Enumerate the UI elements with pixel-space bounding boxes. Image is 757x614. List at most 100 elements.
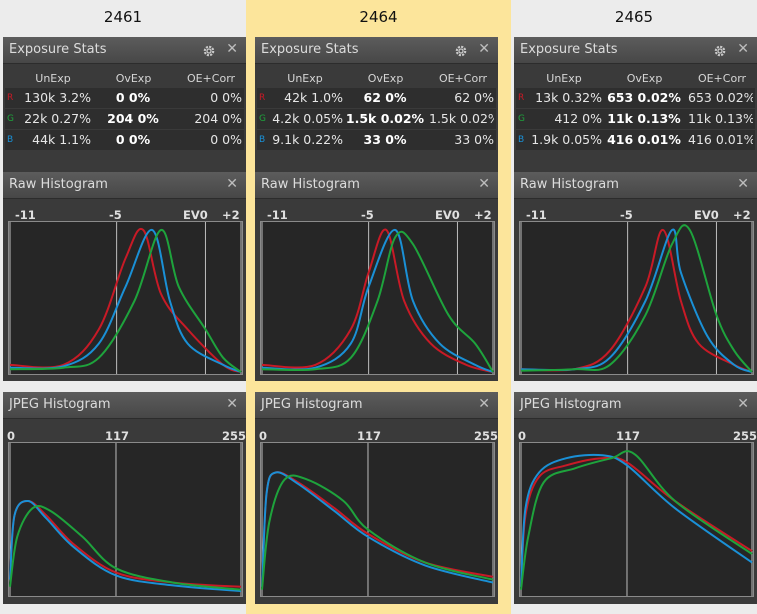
panel-titlebar[interactable]: Exposure Stats ✕ bbox=[514, 37, 757, 64]
histogram-svg bbox=[9, 443, 242, 596]
histogram-svg bbox=[520, 222, 753, 374]
unexp-value: 130k 3.2% bbox=[24, 90, 91, 105]
table-row bbox=[257, 109, 496, 129]
channel-label: B bbox=[7, 135, 14, 145]
exposure-stats-panel: Exposure Stats ✕ UnExp OvExp OE+Corr R 42k 1.0… bbox=[255, 37, 498, 175]
histogram-svg bbox=[261, 222, 494, 374]
panel-title: JPEG Histogram bbox=[9, 397, 111, 412]
series-line-g bbox=[520, 450, 753, 590]
panel-title: JPEG Histogram bbox=[520, 397, 622, 412]
panel-titlebar[interactable]: Raw Histogram ✕ bbox=[3, 172, 246, 199]
oecorr-value: 653 0.02% bbox=[688, 90, 753, 105]
axis-tick-label: 255 bbox=[474, 429, 499, 443]
histogram-svg bbox=[9, 222, 242, 374]
series-line-r bbox=[520, 456, 753, 587]
axis-tick-label: EV0 bbox=[183, 208, 208, 222]
histogram-svg bbox=[520, 443, 753, 596]
column-header: 2461 bbox=[103, 8, 143, 26]
axis-tick-label: -11 bbox=[526, 208, 547, 222]
close-icon[interactable]: ✕ bbox=[226, 176, 238, 192]
exposure-stats-panel: Exposure Stats ✕ UnExp OvExp OE+Corr R 130k 3.… bbox=[3, 37, 246, 175]
jpeg-histogram-plot bbox=[260, 442, 495, 597]
oecorr-value: 11k 0.13% bbox=[688, 111, 753, 126]
close-icon[interactable]: ✕ bbox=[226, 396, 238, 412]
ovexp-value: 33 0% bbox=[363, 132, 407, 147]
panel-titlebar[interactable]: JPEG Histogram ✕ bbox=[514, 392, 757, 419]
unexp-value: 412 0% bbox=[554, 111, 602, 126]
close-icon[interactable]: ✕ bbox=[478, 41, 490, 57]
jpeg-histogram-panel: JPEG Histogram ✕ 0 117 255 bbox=[3, 392, 246, 604]
series-line-r bbox=[520, 228, 753, 373]
series-line-r bbox=[261, 228, 494, 373]
ovexp-value: 62 0% bbox=[363, 90, 407, 105]
close-icon[interactable]: ✕ bbox=[737, 176, 749, 192]
series-line-r bbox=[9, 227, 242, 373]
panel-titlebar[interactable]: JPEG Histogram ✕ bbox=[255, 392, 498, 419]
axis-tick-label: -5 bbox=[361, 208, 374, 222]
oecorr-value: 204 0% bbox=[194, 111, 242, 126]
column-heading: OvExp bbox=[367, 72, 404, 85]
channel-label: G bbox=[518, 114, 525, 124]
axis-tick-label: +2 bbox=[474, 208, 492, 222]
close-icon[interactable]: ✕ bbox=[737, 396, 749, 412]
ovexp-value: 0 0% bbox=[115, 132, 151, 147]
close-icon[interactable]: ✕ bbox=[478, 396, 490, 412]
column-heading: OvExp bbox=[626, 72, 663, 85]
column-heading: OE+Corr bbox=[438, 72, 488, 85]
axis-tick-label: +2 bbox=[733, 208, 751, 222]
axis-tick-label: EV0 bbox=[694, 208, 719, 222]
series-line-b bbox=[261, 229, 494, 373]
axis-tick-label: 0 bbox=[259, 429, 268, 443]
oecorr-value: 416 0.01% bbox=[688, 132, 753, 147]
ovexp-value: 204 0% bbox=[107, 111, 159, 126]
table-row bbox=[516, 109, 755, 129]
column-heading: UnExp bbox=[546, 72, 582, 85]
ovexp-value: 1.5k 0.02% bbox=[345, 111, 425, 126]
gear-icon[interactable] bbox=[713, 43, 727, 62]
panel-title: Raw Histogram bbox=[261, 177, 360, 192]
panel-titlebar[interactable]: JPEG Histogram ✕ bbox=[3, 392, 246, 419]
series-line-r bbox=[9, 499, 242, 588]
series-line-b bbox=[9, 499, 242, 593]
channel-label: B bbox=[518, 135, 525, 145]
axis-tick-label: -5 bbox=[620, 208, 633, 222]
close-icon[interactable]: ✕ bbox=[737, 41, 749, 57]
close-icon[interactable]: ✕ bbox=[478, 176, 490, 192]
column-heading: OE+Corr bbox=[186, 72, 236, 85]
ovexp-value: 0 0% bbox=[115, 90, 151, 105]
raw-histogram-plot bbox=[260, 221, 495, 375]
panel-titlebar[interactable]: Exposure Stats ✕ bbox=[3, 37, 246, 64]
oecorr-value: 33 0% bbox=[454, 132, 494, 147]
oecorr-value: 62 0% bbox=[454, 90, 494, 105]
axis-tick-label: +2 bbox=[222, 208, 240, 222]
column-heading: UnExp bbox=[35, 72, 71, 85]
panel-title: Exposure Stats bbox=[520, 42, 618, 57]
panel-titlebar[interactable]: Raw Histogram ✕ bbox=[255, 172, 498, 199]
panel-titlebar[interactable]: Exposure Stats ✕ bbox=[255, 37, 498, 64]
gear-icon[interactable] bbox=[454, 43, 468, 62]
axis-tick-label: 0 bbox=[518, 429, 527, 443]
series-line-g bbox=[261, 230, 494, 373]
table-row bbox=[5, 130, 244, 150]
close-icon[interactable]: ✕ bbox=[226, 41, 238, 57]
raw-histogram-panel: Raw Histogram ✕ -11 -5 EV0 +2 bbox=[3, 172, 246, 381]
series-line-g bbox=[9, 229, 242, 373]
series-line-b bbox=[9, 229, 242, 373]
gear-icon[interactable] bbox=[202, 43, 216, 62]
panel-titlebar[interactable]: Raw Histogram ✕ bbox=[514, 172, 757, 199]
series-line-g bbox=[9, 504, 242, 591]
column-header: 2464 bbox=[359, 8, 398, 26]
unexp-value: 22k 0.27% bbox=[24, 111, 91, 126]
ovexp-value: 416 0.01% bbox=[607, 132, 681, 147]
axis-tick-label: -11 bbox=[15, 208, 36, 222]
axis-tick-label: 117 bbox=[105, 429, 130, 443]
axis-tick-label: 117 bbox=[616, 429, 641, 443]
raw-histogram-panel: Raw Histogram ✕ -11 -5 EV0 +2 bbox=[255, 172, 498, 381]
series-line-b bbox=[261, 471, 494, 587]
jpeg-histogram-panel: JPEG Histogram ✕ 0 117 255 bbox=[514, 392, 757, 604]
oecorr-value: 1.5k 0.02% bbox=[429, 111, 494, 126]
axis-tick-label: 117 bbox=[357, 429, 382, 443]
series-line-r bbox=[261, 471, 494, 587]
series-line-b bbox=[520, 228, 753, 373]
axis-tick-label: 255 bbox=[733, 429, 757, 443]
